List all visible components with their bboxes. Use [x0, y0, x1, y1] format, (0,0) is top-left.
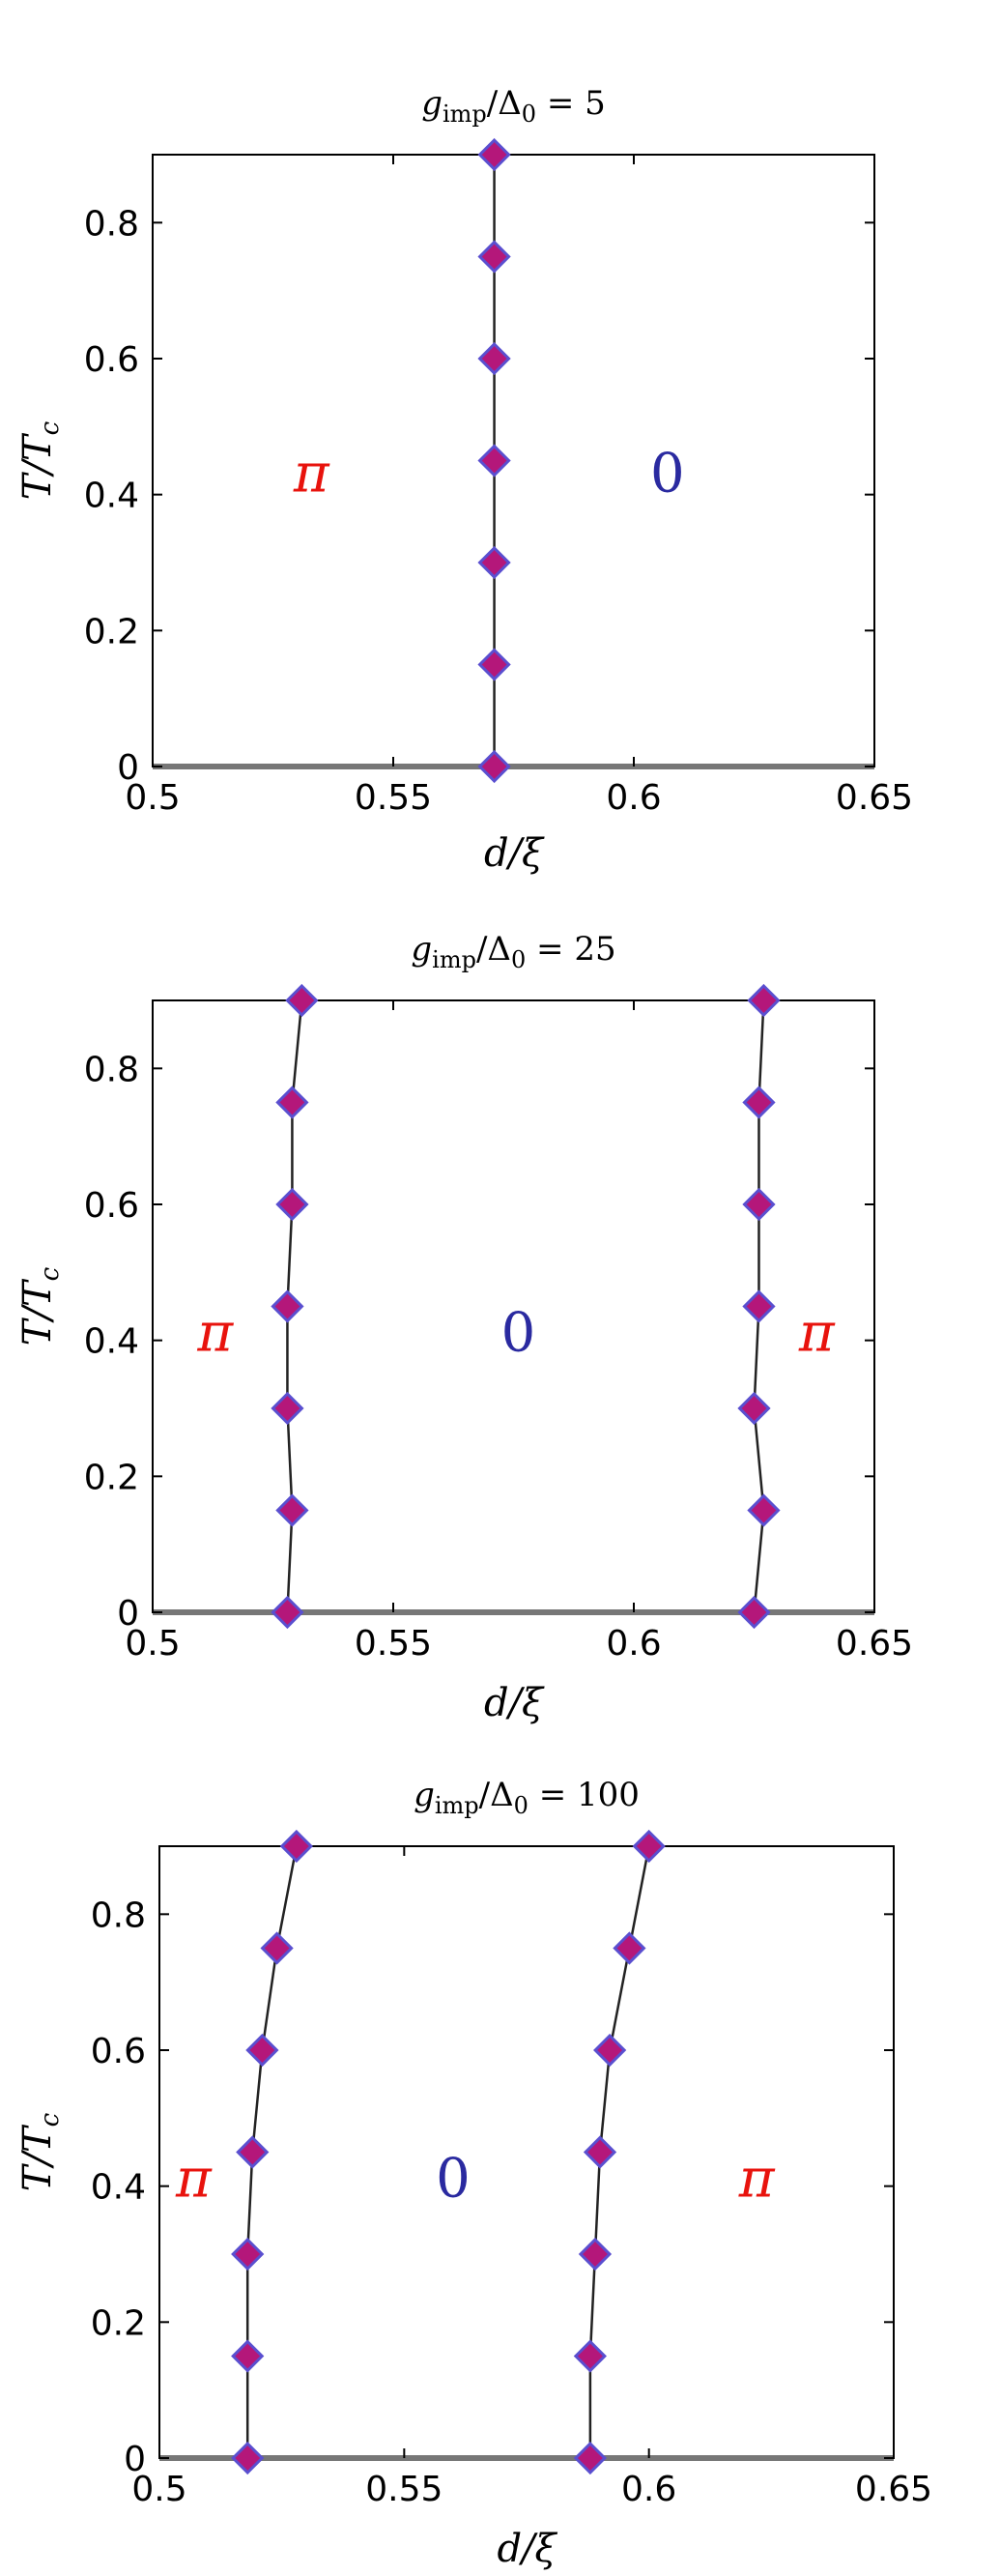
x-tick-label: 0.6	[606, 1624, 661, 1664]
data-point-marker	[477, 749, 511, 784]
data-point-marker	[613, 1931, 646, 1965]
data-point-marker	[477, 444, 511, 478]
zero-phase-label: 0	[650, 443, 685, 506]
pi-phase-label: π	[175, 2148, 213, 2211]
data-point-marker	[236, 2135, 270, 2169]
data-point-marker	[737, 1391, 771, 1426]
data-point-marker	[271, 1289, 304, 1323]
x-tick-label: 0.55	[355, 1624, 432, 1664]
y-tick-label: 0.2	[84, 612, 139, 651]
data-point-marker	[632, 1829, 666, 1864]
data-point-marker	[285, 983, 319, 1018]
y-tick-label: 0	[117, 748, 139, 788]
data-point-marker	[231, 2339, 265, 2373]
x-tick-label: 0.5	[131, 2470, 186, 2509]
y-tick-label: 0.4	[84, 1322, 139, 1362]
zero-phase-label: 0	[436, 2148, 471, 2211]
pi-phase-label: π	[798, 1302, 836, 1365]
data-point-marker	[231, 2441, 265, 2475]
y-axis-label: T/Tc	[15, 1266, 65, 1346]
y-axis-label: T/Tc	[15, 2112, 65, 2191]
data-point-marker	[275, 1493, 309, 1527]
y-tick-label: 0.8	[91, 1896, 146, 1935]
data-point-marker	[742, 1085, 776, 1119]
y-tick-label: 0.6	[84, 340, 139, 380]
data-point-marker	[271, 1391, 304, 1426]
data-point-marker	[573, 2339, 607, 2373]
data-point-marker	[477, 545, 511, 580]
y-tick-label: 0	[117, 1594, 139, 1634]
y-axis-label: T/Tc	[15, 420, 65, 500]
data-point-marker	[477, 648, 511, 681]
plot-frame	[158, 1845, 895, 2459]
data-point-marker	[742, 1187, 776, 1222]
x-tick-label: 0.65	[855, 2470, 932, 2509]
data-point-marker	[260, 1931, 294, 1965]
pi-phase-label: π	[196, 1302, 234, 1365]
data-point-marker	[275, 1187, 309, 1222]
chart-title: gimp/Δ0 = 100	[414, 1776, 640, 1819]
data-point-marker	[742, 1289, 776, 1323]
x-tick-label: 0.65	[836, 1624, 913, 1664]
data-point-marker	[747, 983, 781, 1018]
data-point-marker	[578, 2237, 613, 2272]
data-point-marker	[477, 240, 511, 274]
x-tick-label: 0.5	[125, 778, 180, 818]
x-tick-label: 0.55	[355, 778, 432, 818]
y-tick-label: 0.4	[91, 2168, 146, 2208]
x-tick-label: 0.6	[621, 2470, 676, 2509]
y-tick-label: 0.6	[84, 1186, 139, 1226]
data-point-marker	[275, 1085, 309, 1119]
x-tick-label: 0.55	[365, 2470, 443, 2509]
chart-panel-1: 0.5 0.55 0.6 0.65 0 0.2 0.4 0.6 0.8 gimp/Δ0 = 5 d/…	[15, 84, 913, 876]
y-tick-label: 0.4	[84, 477, 139, 516]
y-tick-label: 0.8	[84, 1050, 139, 1089]
y-tick-label: 0.8	[84, 204, 139, 244]
x-tick-label: 0.6	[606, 778, 661, 818]
data-point-marker	[271, 1595, 304, 1630]
y-tick-label: 0	[124, 2440, 146, 2479]
pi-phase-label: π	[738, 2148, 776, 2211]
x-axis-label: d/ξ	[497, 2527, 557, 2571]
zero-phase-label: 0	[501, 1302, 536, 1365]
data-point-marker	[573, 2441, 607, 2475]
chart-title: gimp/Δ0 = 25	[411, 930, 615, 973]
data-point-marker	[737, 1595, 771, 1630]
chart-title: gimp/Δ0 = 5	[421, 84, 606, 128]
chart-panel-2: 0.5 0.55 0.6 0.65 0 0.2 0.4 0.6 0.8 gimp/Δ0 = 25 d…	[15, 930, 913, 1725]
x-axis-label: d/ξ	[484, 1681, 545, 1725]
plot-frame	[152, 154, 875, 767]
data-point-marker	[747, 1493, 781, 1527]
x-tick-label: 0.65	[836, 778, 913, 818]
pi-phase-label: π	[293, 443, 330, 506]
data-point-marker	[477, 137, 511, 172]
data-point-marker	[583, 2135, 617, 2169]
y-tick-label: 0.6	[91, 2032, 146, 2071]
data-point-marker	[245, 2033, 279, 2068]
x-tick-label: 0.5	[125, 1624, 180, 1664]
y-tick-label: 0.2	[84, 1458, 139, 1497]
chart-panel-3: 0.5 0.55 0.6 0.65 0 0.2 0.4 0.6 0.8 gimp/Δ0 = 100…	[15, 1776, 932, 2571]
data-point-marker	[279, 1829, 313, 1864]
data-point-marker	[231, 2237, 265, 2272]
data-point-marker	[477, 341, 511, 376]
x-axis-label: d/ξ	[484, 831, 545, 876]
y-tick-label: 0.2	[91, 2303, 146, 2343]
data-point-marker	[593, 2033, 627, 2068]
